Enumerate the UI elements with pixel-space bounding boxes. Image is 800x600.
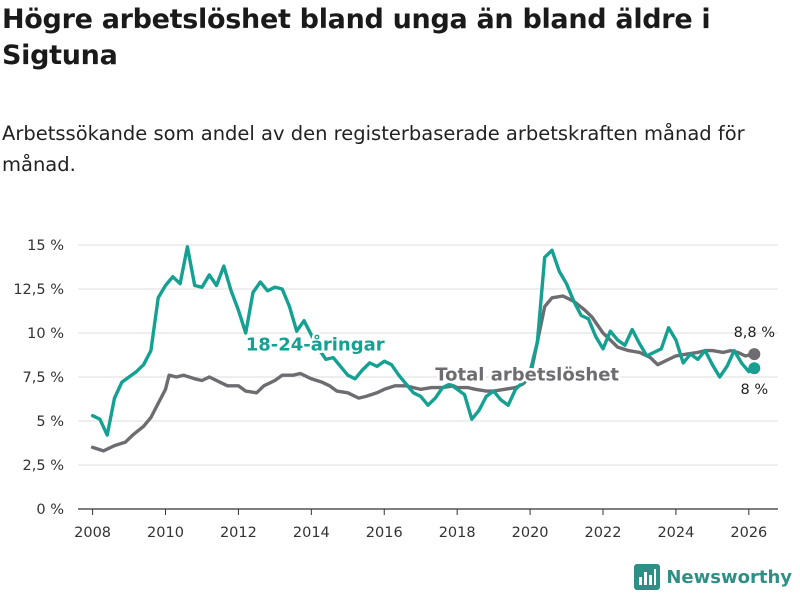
x-tick-label: 2026: [730, 525, 767, 541]
y-axis: 0 % 2,5 % 5 % 7,5 % 10 % 12,5 % 15 %: [13, 238, 64, 518]
x-tick-label: 2022: [585, 525, 622, 541]
bar-chart-icon: [634, 564, 661, 590]
series-lines: [90, 245, 761, 453]
youth-series-annotation: 18-24-åringar: [246, 334, 385, 356]
total-series-annotation: Total arbetslöshet: [435, 365, 619, 386]
total-end-point: [748, 348, 761, 361]
total-series-line: [90, 294, 756, 453]
x-tick-label: 2012: [220, 525, 257, 541]
brand-logo: Newsworthy: [634, 564, 792, 590]
x-tick-label: 2024: [657, 525, 694, 541]
chart-subtitle: Arbetssökande som andel av den registerb…: [2, 122, 745, 176]
y-tick-label: 0 %: [36, 502, 64, 518]
x-tick-label: 2010: [147, 525, 184, 541]
y-tick-label: 12,5 %: [13, 282, 64, 298]
y-tick-label: 5 %: [36, 414, 64, 430]
youth-series-line: [90, 245, 756, 437]
y-tick-label: 15 %: [27, 238, 64, 254]
y-tick-label: 10 %: [27, 326, 64, 342]
x-tick-label: 2008: [74, 525, 111, 541]
x-tick-label: 2020: [512, 525, 549, 541]
x-axis: 2008 2010 2012 2014 2016 2018 2020 2022 2024 2026: [74, 509, 767, 541]
y-tick-label: 2,5 %: [23, 458, 64, 474]
youth-end-point: [748, 362, 761, 375]
y-tick-label: 7,5 %: [23, 370, 64, 386]
x-tick-label: 2018: [439, 525, 476, 541]
series-labels: 8,8 % 8 % 18-24-åringar Total arbetslöshet: [243, 325, 775, 398]
grid-lines: [78, 244, 778, 510]
youth-end-label: 8 %: [740, 382, 768, 398]
total-end-label: 8,8 %: [734, 325, 775, 341]
x-tick-label: 2014: [293, 525, 330, 541]
brand-name: Newsworthy: [666, 566, 792, 588]
chart-title: Högre arbetslöshet bland unga än bland ä…: [2, 4, 711, 71]
x-tick-label: 2016: [366, 525, 403, 541]
